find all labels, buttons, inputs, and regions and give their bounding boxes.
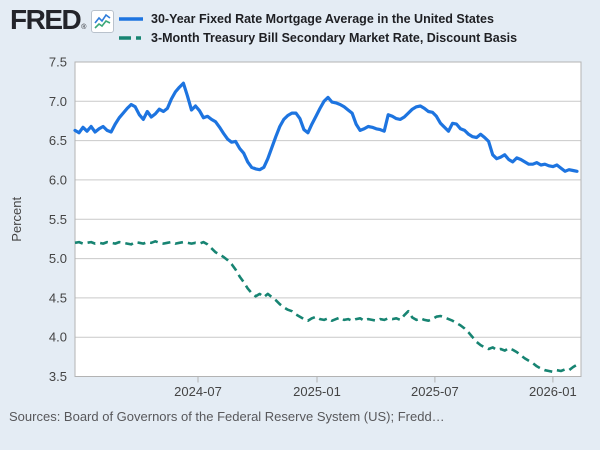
fred-logo-text: FRED (10, 4, 82, 35)
legend-item-tbill[interactable]: 3-Month Treasury Bill Secondary Market R… (118, 28, 517, 47)
y-axis-title: Percent (9, 197, 24, 242)
y-tick-label: 7.5 (49, 55, 67, 70)
fred-logo[interactable]: FRED ® (10, 4, 115, 35)
chart-legend: 30-Year Fixed Rate Mortgage Average in t… (118, 9, 517, 47)
y-tick-label: 4.0 (49, 330, 67, 345)
legend-swatch-solid-line (119, 16, 143, 21)
chart-svg[interactable]: 7.5 7.0 6.5 6.0 5.5 5.0 4.5 4.0 3.5 2024-07 2025-0… (0, 0, 600, 405)
chart-area: 7.5 7.0 6.5 6.0 5.5 5.0 4.5 4.0 3.5 2024-07 2025-0… (0, 0, 600, 405)
y-tick-label: 6.0 (49, 172, 67, 187)
x-tick-label: 2024-07 (174, 384, 222, 399)
x-tick-label: 2025-01 (293, 384, 341, 399)
y-tick-label: 5.5 (49, 212, 67, 227)
sources-text: Sources: Board of Governors of the Feder… (9, 409, 445, 424)
plot-border (74, 61, 582, 377)
legend-label-tbill: 3-Month Treasury Bill Secondary Market R… (151, 30, 518, 45)
legend-swatch-dashed-line (119, 35, 143, 40)
y-tick-label: 4.5 (49, 290, 67, 305)
series-line-0[interactable] (73, 81, 579, 173)
y-tick-label: 7.0 (49, 94, 67, 109)
x-tick-label: 2026-01 (529, 384, 577, 399)
legend-item-mortgage[interactable]: 30-Year Fixed Rate Mortgage Average in t… (118, 9, 517, 28)
y-tick-label: 5.0 (49, 251, 67, 266)
series-line-1[interactable] (74, 240, 578, 374)
x-tick-label: 2025-07 (411, 384, 459, 399)
legend-label-mortgage: 30-Year Fixed Rate Mortgage Average in t… (151, 11, 494, 26)
fred-chart-icon (91, 10, 115, 33)
y-tick-label: 6.5 (49, 133, 67, 148)
registered-trademark-icon: ® (81, 24, 87, 31)
y-tick-label: 3.5 (49, 369, 67, 384)
